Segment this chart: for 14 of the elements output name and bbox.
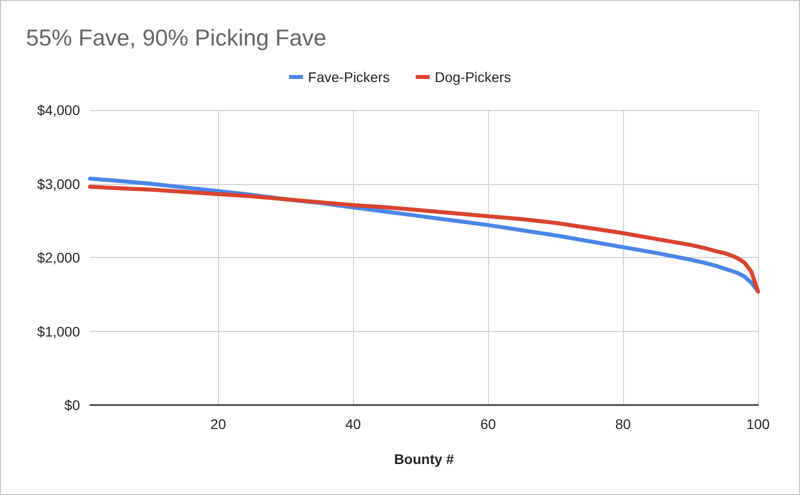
y-tick-label: $3,000 (37, 176, 80, 192)
x-tick-label: 80 (615, 416, 632, 432)
x-tick-label: 20 (210, 416, 226, 432)
y-tick-label: $4,000 (37, 102, 80, 118)
y-tick-label: $2,000 (37, 250, 80, 266)
y-tick-label: $1,000 (37, 323, 80, 340)
y-tick-label: $0 (64, 397, 80, 413)
legend-label: Dog-Pickers (434, 69, 511, 85)
x-tick-label: 60 (480, 416, 496, 432)
x-tick-label: 100 (746, 416, 770, 432)
legend-label: Fave-Pickers (308, 69, 390, 85)
x-axis-title: Bounty # (394, 451, 454, 467)
chart-title: 55% Fave, 90% Picking Fave (26, 24, 326, 50)
x-tick-label: 40 (345, 416, 362, 432)
